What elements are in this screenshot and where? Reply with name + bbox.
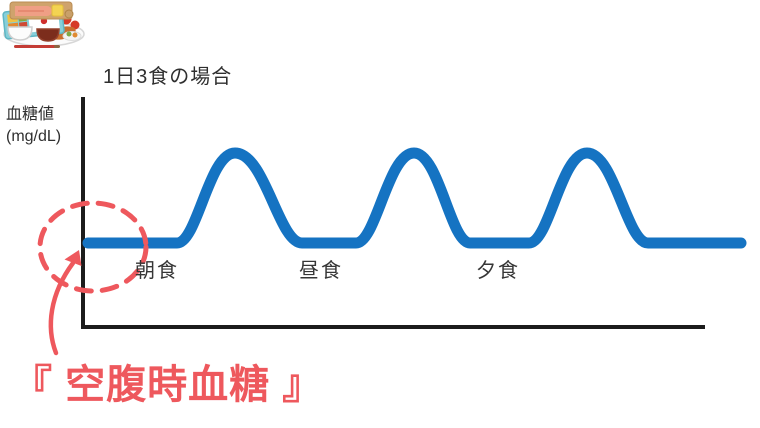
- meal-label-dinner: 夕食: [476, 260, 520, 282]
- dinner-set-icon: [7, 1, 82, 48]
- fasting-glucose-annotation: 『 空腹時血糖 』: [12, 363, 324, 407]
- glucose-curve: [82, 147, 747, 249]
- annotation-arrowhead-icon: [64, 250, 82, 266]
- y-axis-label-line1: 血糖値: [6, 106, 55, 123]
- fasting-highlight-dashed-circle: [37, 200, 149, 294]
- y-axis-label-line2: (mg/dL): [6, 128, 62, 146]
- meal-label-breakfast: 朝食: [135, 260, 179, 282]
- meal-label-lunch: 昼食: [299, 260, 343, 282]
- annotation-arrow: [48, 260, 76, 356]
- chart-title: 1日3食の場合: [103, 66, 233, 88]
- y-axis-label: 血糖値 (mg/dL): [6, 104, 61, 149]
